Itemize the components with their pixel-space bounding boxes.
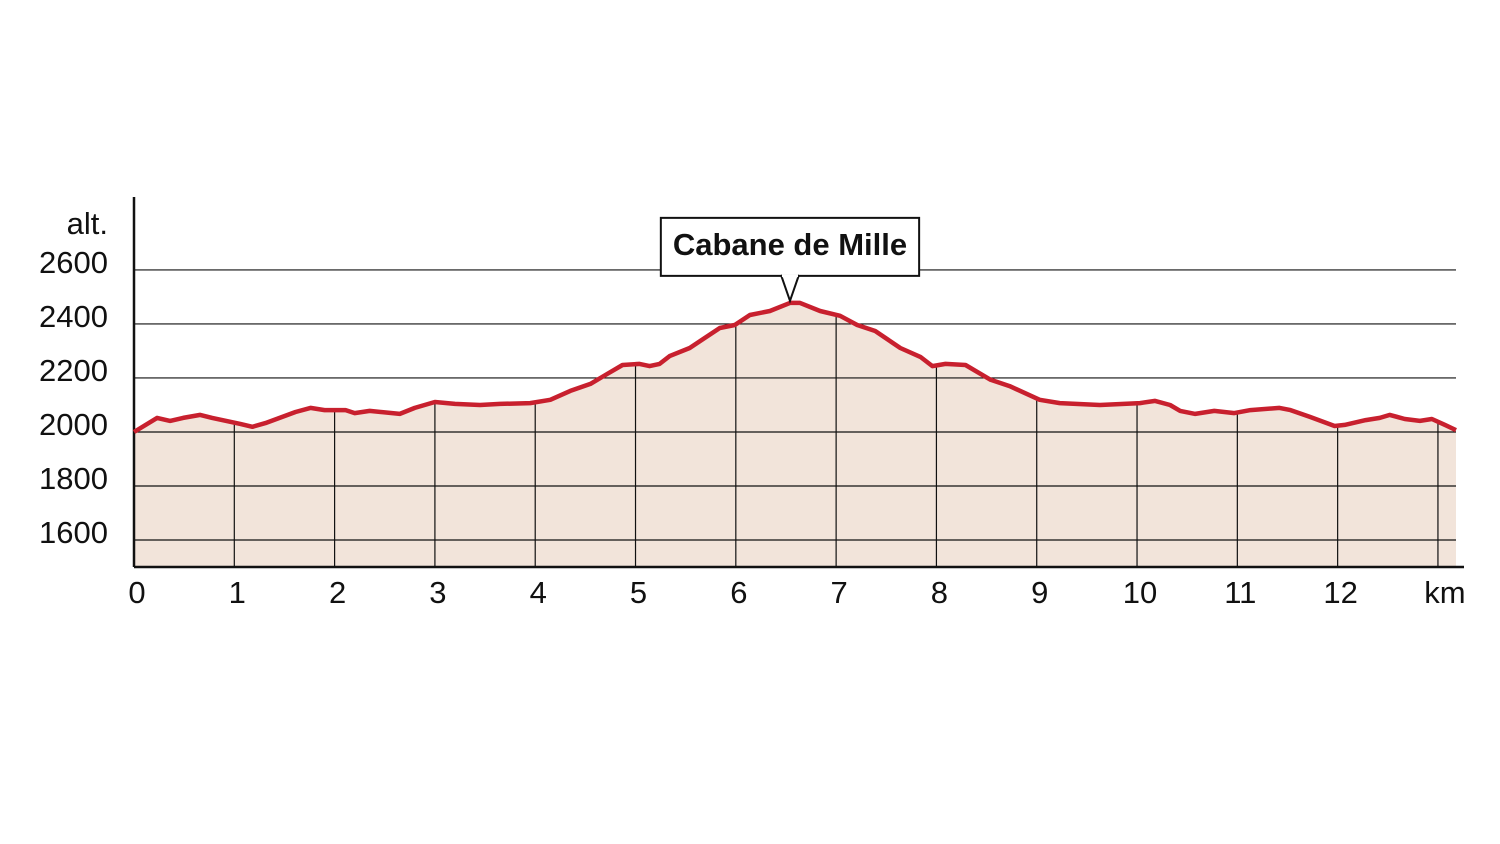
y-tick-label: 2000 — [39, 407, 108, 442]
x-tick-label: 2 — [329, 575, 346, 610]
y-tick-label: 1600 — [39, 515, 108, 550]
x-tick-label: 1 — [229, 575, 246, 610]
area-fill — [134, 302, 1456, 567]
x-tick-label: 7 — [830, 575, 847, 610]
x-tick-label: 3 — [429, 575, 446, 610]
y-tick-label: 2600 — [39, 245, 108, 280]
x-tick-label: 9 — [1031, 575, 1048, 610]
y-tick-label: 2200 — [39, 353, 108, 388]
x-tick-label: 12 — [1323, 575, 1357, 610]
x-tick-label: 10 — [1123, 575, 1157, 610]
y-axis-label: alt. — [67, 206, 108, 241]
elevation-line — [132, 300, 1457, 434]
x-tick-label: 11 — [1224, 575, 1256, 610]
x-tick-label: 8 — [931, 575, 948, 610]
x-tick-label: 0 — [128, 575, 145, 610]
annotation-text: Cabane de Mille — [673, 227, 907, 262]
x-tick-label: 4 — [530, 575, 547, 610]
x-tick-label: 5 — [630, 575, 647, 610]
x-tick-label: 6 — [730, 575, 747, 610]
x-tick-label: km — [1424, 575, 1465, 610]
y-tick-label: 2400 — [39, 299, 108, 334]
annotation: Cabane de Mille — [659, 216, 921, 304]
annotation-pointer — [780, 274, 800, 304]
y-tick-label: 1800 — [39, 461, 108, 496]
